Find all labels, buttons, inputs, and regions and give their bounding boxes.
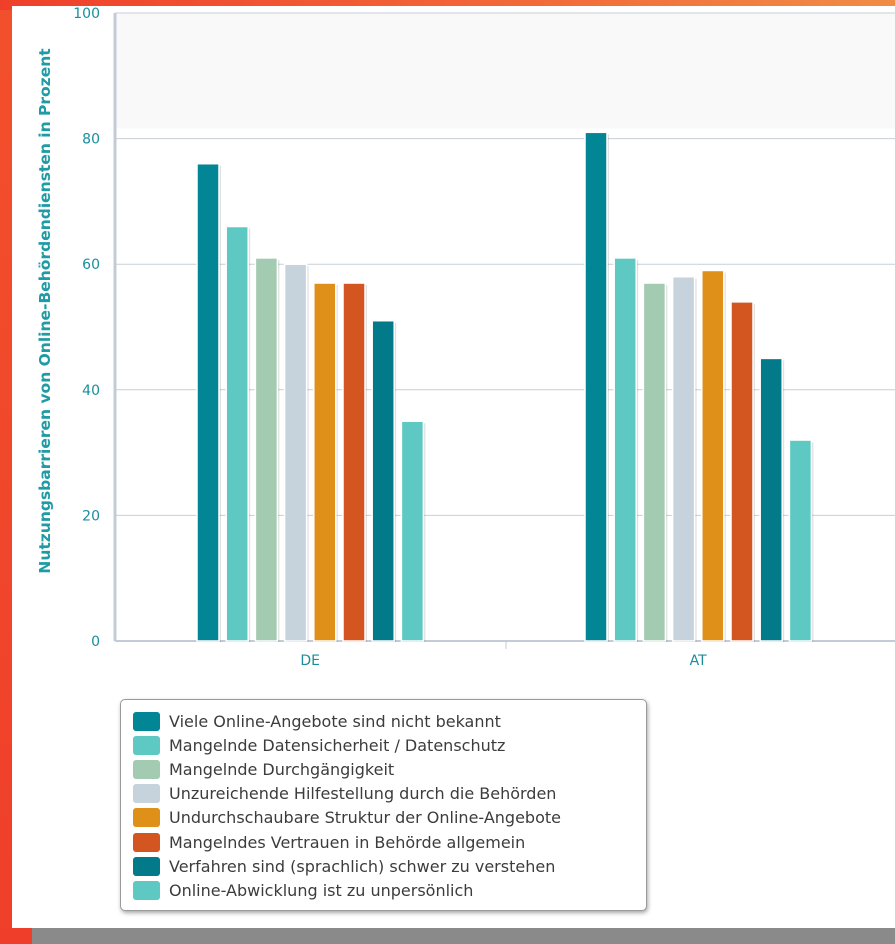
- legend-swatch: [133, 711, 160, 731]
- plot-background-band: [115, 13, 895, 129]
- legend-swatch: [133, 856, 160, 876]
- legend-label: Undurchschaubare Struktur der Online-Ang…: [169, 808, 561, 828]
- legend-item[interactable]: Undurchschaubare Struktur der Online-Ang…: [133, 806, 646, 830]
- legend-label: Online-Abwicklung ist zu unpersönlich: [169, 880, 474, 900]
- legend-label: Viele Online-Angebote sind nicht bekannt: [169, 711, 501, 731]
- legend-item[interactable]: Mangelnde Durchgängigkeit: [133, 757, 646, 781]
- bar[interactable]: [225, 225, 249, 642]
- legend-item[interactable]: Online-Abwicklung ist zu unpersönlich: [133, 878, 646, 902]
- legend-item[interactable]: Unzureichende Hilfestellung durch die Be…: [133, 782, 646, 806]
- bar[interactable]: [759, 357, 783, 642]
- legend-swatch: [133, 759, 160, 779]
- bar-chart: 0 20 40 60 80 100 DE AT Nutzungsbarrieren von O…: [36, 6, 895, 669]
- legend-label: Verfahren sind (sprachlich) schwer zu ve…: [169, 856, 556, 876]
- bar[interactable]: [730, 301, 754, 642]
- legend-label: Mangelnde Durchgängigkeit: [169, 759, 395, 779]
- legend-item[interactable]: Verfahren sind (sprachlich) schwer zu ve…: [133, 854, 646, 878]
- bar[interactable]: [371, 319, 395, 642]
- bar[interactable]: [196, 162, 220, 642]
- bar[interactable]: [400, 420, 425, 642]
- bar[interactable]: [671, 276, 696, 642]
- plot-area: 0 20 40 60 80 100 DE AT: [73, 6, 895, 669]
- legend: Viele Online-Angebote sind nicht bekannt…: [120, 699, 647, 911]
- y-tick-label: 80: [82, 132, 100, 148]
- bar[interactable]: [788, 439, 813, 642]
- y-axis-title: Nutzungsbarrieren von Online-Behördendie…: [36, 48, 54, 574]
- bar[interactable]: [313, 282, 337, 642]
- y-tick-label: 60: [82, 257, 100, 273]
- chart-panel: 0 20 40 60 80 100 DE AT Nutzungsbarrieren von O…: [12, 6, 895, 928]
- legend-item[interactable]: Viele Online-Angebote sind nicht bekannt: [133, 709, 646, 733]
- bar[interactable]: [642, 282, 667, 642]
- y-tick-label: 40: [82, 383, 100, 399]
- bar[interactable]: [701, 269, 725, 642]
- x-tick-label: AT: [690, 653, 707, 669]
- legend-swatch: [133, 735, 160, 755]
- bar[interactable]: [342, 282, 366, 642]
- bar[interactable]: [584, 131, 608, 642]
- y-tick-label: 20: [82, 508, 100, 524]
- y-tick-label: 100: [73, 6, 100, 22]
- x-tick-label: DE: [300, 653, 320, 669]
- legend-item[interactable]: Mangelndes Vertrauen in Behörde allgemei…: [133, 830, 646, 854]
- bar[interactable]: [613, 257, 637, 642]
- legend-label: Mangelnde Datensicherheit / Datenschutz: [169, 735, 506, 755]
- y-tick-label: 0: [91, 634, 100, 650]
- legend-swatch: [133, 832, 160, 852]
- legend-label: Unzureichende Hilfestellung durch die Be…: [169, 784, 557, 804]
- bar[interactable]: [283, 263, 308, 642]
- legend-swatch: [133, 880, 160, 900]
- background-frame-top: [0, 0, 895, 10]
- legend-swatch: [133, 808, 160, 828]
- bar[interactable]: [254, 257, 279, 642]
- legend-item[interactable]: Mangelnde Datensicherheit / Datenschutz: [133, 733, 646, 757]
- legend-label: Mangelndes Vertrauen in Behörde allgemei…: [169, 832, 526, 852]
- legend-swatch: [133, 784, 160, 804]
